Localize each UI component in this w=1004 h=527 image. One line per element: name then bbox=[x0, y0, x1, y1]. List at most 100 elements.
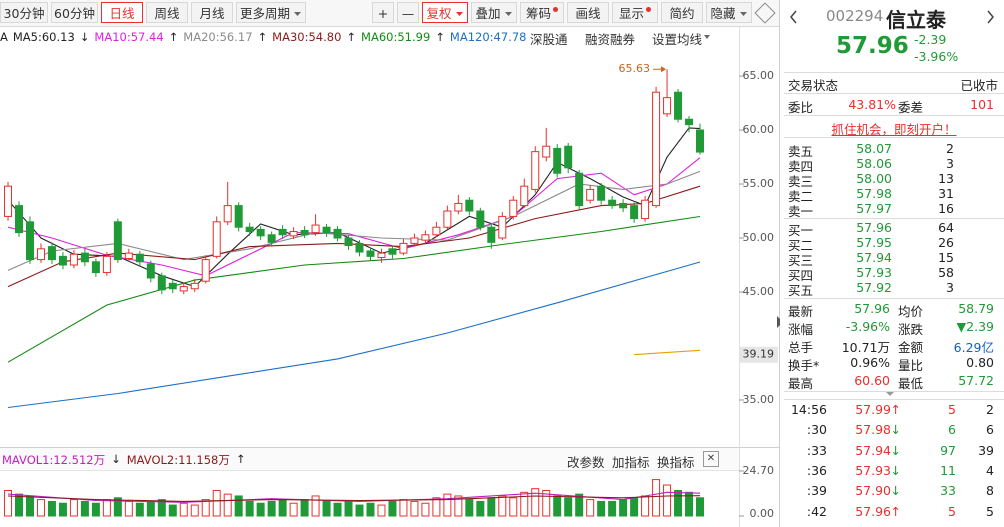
prev-stock[interactable] bbox=[790, 10, 797, 24]
stat-label: 最高 bbox=[788, 376, 814, 391]
ask-row: 卖五 58.07 2 bbox=[786, 141, 1000, 159]
next-stock[interactable] bbox=[987, 10, 994, 24]
book-label: 买三 bbox=[788, 253, 814, 268]
volume-bar bbox=[685, 491, 694, 517]
toolbar-button[interactable]: 周线 bbox=[146, 2, 188, 23]
candle-body bbox=[190, 282, 199, 290]
indicator-button[interactable]: 改参数 bbox=[567, 455, 605, 470]
candle-body bbox=[641, 199, 650, 220]
button-label: 画线 bbox=[575, 6, 601, 21]
chart-link[interactable]: 融资融券 bbox=[585, 32, 636, 47]
candle-body bbox=[267, 234, 276, 243]
separator bbox=[784, 399, 1004, 400]
toolbar-button[interactable]: 更多周期 bbox=[236, 2, 306, 23]
book-label: 买二 bbox=[788, 238, 814, 253]
dropdown-arrow bbox=[294, 12, 301, 16]
toolbar-button[interactable]: 显示 bbox=[612, 2, 658, 23]
legend-arrow: ↓ bbox=[79, 30, 90, 44]
trade-time: 14:56 bbox=[790, 402, 827, 417]
candle-body bbox=[674, 91, 683, 120]
ratio-label: 委比 bbox=[788, 100, 814, 115]
y-tick-label: 60.00 bbox=[743, 123, 775, 136]
trade-row: :33 57.94 ↓ 97 39 bbox=[786, 443, 1000, 459]
stat-value: 60.60 bbox=[854, 373, 890, 388]
indicator-button[interactable]: 换指标 bbox=[657, 455, 695, 470]
candle-body bbox=[520, 185, 529, 207]
trade-price: 57.99 bbox=[855, 402, 891, 417]
candle-body bbox=[201, 259, 210, 282]
toolbar-button[interactable]: 复权 bbox=[422, 2, 468, 23]
candle-body bbox=[630, 205, 639, 220]
button-label: 显示 bbox=[618, 6, 644, 21]
indicator-button[interactable]: 加指标 bbox=[612, 455, 650, 470]
toolbar-button[interactable]: 筹码 bbox=[520, 2, 564, 23]
separator bbox=[784, 391, 1004, 392]
book-label: 卖三 bbox=[788, 174, 814, 189]
book-label: 卖一 bbox=[788, 204, 814, 219]
ratio-value: 101 bbox=[970, 97, 994, 112]
price-change-pct: -3.96% bbox=[914, 49, 959, 64]
expand-arrow[interactable] bbox=[886, 392, 894, 396]
promo-link[interactable]: 抓住机会，即刻开户！ bbox=[831, 122, 957, 137]
candle-body bbox=[619, 202, 628, 209]
candle-body bbox=[135, 253, 144, 263]
ma-line bbox=[7, 215, 701, 363]
candle-body bbox=[410, 237, 419, 244]
dropdown-arrow bbox=[739, 12, 747, 16]
candle-body bbox=[597, 185, 606, 201]
legend-entry: MA30:54.80 bbox=[272, 30, 342, 44]
ma-line bbox=[7, 127, 701, 288]
stat-value: 58.79 bbox=[958, 301, 994, 316]
separator bbox=[784, 218, 1004, 219]
toolbar-button[interactable]: — bbox=[397, 2, 419, 23]
toolbar-button[interactable]: + bbox=[372, 2, 394, 23]
settings-icon[interactable] bbox=[754, 2, 776, 24]
legend-entry: MA10:57.44 bbox=[94, 30, 164, 44]
volume-bar bbox=[15, 493, 24, 517]
status-row: 交易状态 已收市 bbox=[786, 75, 1000, 93]
toolbar-button[interactable]: 日线 bbox=[101, 2, 143, 23]
candle-body bbox=[663, 97, 672, 115]
toolbar-button[interactable]: 60分钟 bbox=[51, 2, 98, 23]
candle-body bbox=[344, 237, 353, 247]
volume-bar bbox=[91, 502, 100, 517]
stat-value: 0.96% bbox=[850, 355, 890, 370]
toolbar-button[interactable]: 月线 bbox=[191, 2, 233, 23]
volume-bar bbox=[377, 504, 386, 517]
volume-bar bbox=[531, 488, 540, 517]
toolbar-button[interactable]: 画线 bbox=[567, 2, 609, 23]
trade-price: 57.90 bbox=[855, 483, 891, 499]
volume-bar bbox=[652, 479, 661, 517]
kline-chart: 65.00 60.00 55.00 50.00 45.00 35.00 39.19 65.63… bbox=[0, 0, 780, 527]
stat-value: 57.72 bbox=[958, 373, 994, 388]
book-volume: 64 bbox=[938, 220, 954, 235]
chart-link[interactable]: 深股通 bbox=[530, 32, 568, 47]
dropdown-arrow-shape bbox=[504, 12, 512, 16]
volume-bar bbox=[4, 489, 13, 517]
toolbar-button[interactable]: 叠加 bbox=[471, 2, 517, 23]
volume-bar bbox=[69, 499, 78, 517]
candle-body bbox=[234, 205, 243, 228]
ratio-value: 43.81% bbox=[848, 97, 896, 112]
toolbar-button[interactable]: 30分钟 bbox=[0, 2, 48, 23]
close-button[interactable]: ✕ bbox=[703, 451, 719, 467]
legend-lead: A bbox=[0, 30, 8, 44]
volume-bar bbox=[245, 500, 254, 517]
chart-link[interactable]: 设置均线 bbox=[652, 32, 703, 47]
legend-entry: MAVOL2:11.158万 bbox=[126, 453, 230, 467]
ask-row: 卖三 58.00 13 bbox=[786, 171, 1000, 189]
button-label: 30分钟 bbox=[3, 6, 45, 21]
bid-row: 买一 57.96 64 bbox=[786, 220, 1000, 238]
stat-label: 换手* bbox=[788, 358, 820, 373]
candle-body bbox=[487, 226, 496, 243]
separator bbox=[784, 137, 1004, 138]
toolbar-button[interactable]: 简约 bbox=[661, 2, 703, 23]
trade-time: :39 bbox=[806, 483, 827, 499]
collapse-handle[interactable] bbox=[777, 316, 780, 328]
button-label: 周线 bbox=[154, 6, 180, 21]
volume-bar bbox=[454, 495, 463, 517]
trade-volume: 97 bbox=[940, 442, 956, 458]
candle-body bbox=[333, 228, 342, 239]
candle-body bbox=[322, 226, 331, 234]
toolbar-button[interactable]: 隐藏 bbox=[706, 2, 752, 23]
